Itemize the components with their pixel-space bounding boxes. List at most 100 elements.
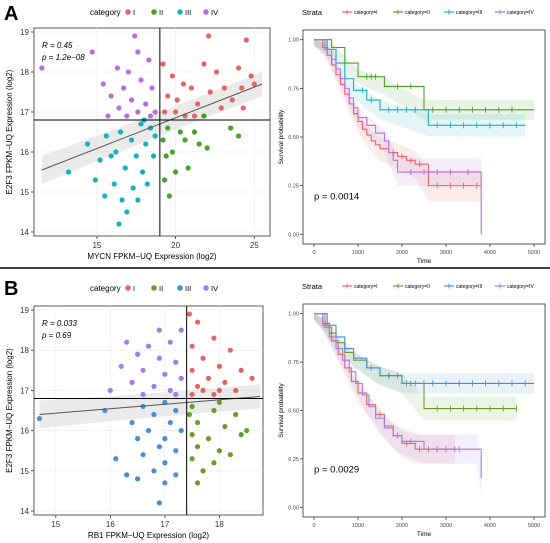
panel-label: B: [4, 278, 18, 300]
survival-y-axis-label: Survival probability: [278, 382, 285, 437]
survival-legend: Strata category=I category=II category=III c…: [302, 8, 534, 17]
scatter-point: [160, 137, 166, 143]
scatter-legend-marker: [125, 285, 131, 291]
scatter-point: [216, 387, 222, 394]
survival-x-tick-label: 4000: [484, 250, 496, 256]
scatter-legend-label: II: [159, 284, 163, 293]
scatter-point: [152, 109, 158, 115]
scatter-point: [151, 468, 157, 474]
scatter-point: [162, 460, 168, 466]
scatter-y-tick-label: 19: [20, 306, 29, 315]
scatter-y-tick-label: 15: [20, 467, 29, 476]
scatter-point: [227, 452, 233, 458]
scatter-point: [129, 379, 135, 385]
scatter-point: [135, 109, 141, 115]
panel-B: B 15 16 17 18 14 15 16 17 18 19 RB1 FPKM−UQ Express…: [4, 278, 546, 540]
scatter-point: [229, 97, 235, 103]
scatter-point: [36, 415, 43, 422]
scatter-point: [185, 165, 191, 171]
scatter-point: [163, 153, 169, 159]
survival-legend-label: category=III: [456, 10, 482, 16]
scatter-x-tick-label: 20: [171, 241, 180, 250]
scatter-point: [178, 327, 184, 333]
survival-curve-line: [314, 313, 482, 479]
scatter-legend-label: IV: [211, 8, 218, 17]
scatter-point: [111, 181, 117, 187]
scatter-point: [238, 367, 244, 373]
scatter-point: [100, 81, 106, 87]
scatter-y-tick-label: 14: [20, 228, 29, 237]
scatter-y-tick-label: 16: [20, 148, 29, 157]
survival-confidence-ribbon: [314, 39, 534, 121]
scatter-point: [130, 185, 136, 191]
scatter-point: [89, 49, 95, 55]
scatter-point: [151, 411, 157, 418]
scatter-point: [92, 177, 98, 183]
scatter-legend-title: category: [90, 8, 121, 17]
survival-legend-label: category=IV: [507, 10, 534, 16]
scatter-point: [167, 387, 173, 394]
scatter-point: [189, 403, 195, 410]
scatter-point: [134, 436, 141, 442]
survival-x-tick-label: 0: [312, 250, 315, 256]
scatter-legend-marker: [125, 9, 131, 15]
survival-x-tick-label: 3000: [440, 250, 452, 256]
scatter-point: [178, 375, 184, 381]
survival-x-tick-label: 5000: [528, 523, 540, 529]
scatter-point: [194, 444, 201, 450]
scatter-point: [165, 93, 171, 99]
scatter-point: [121, 85, 127, 91]
scatter-point: [162, 436, 168, 442]
survival-legend-label: category=II: [405, 284, 430, 290]
scatter-point: [143, 101, 149, 107]
scatter-point: [200, 468, 206, 474]
scatter-point: [211, 407, 217, 414]
scatter-point: [173, 109, 179, 115]
scatter-y-tick-label: 19: [20, 28, 29, 37]
survival-x-tick-label: 3000: [440, 523, 452, 529]
survival-confidence-ribbon: [314, 313, 534, 394]
survival-curve-line: [314, 39, 534, 111]
scatter-point: [194, 419, 201, 426]
scatter-point: [84, 141, 91, 147]
survival-y-tick-label: 0.75: [288, 86, 299, 92]
scatter-legend: category I II III IV: [90, 284, 218, 293]
scatter-point: [173, 391, 179, 398]
correlation-p: p = 1.2e−08: [41, 53, 85, 62]
scatter-y-tick-label: 17: [20, 386, 29, 395]
survival-x-tick-label: 1000: [352, 523, 364, 529]
survival-x-tick-label: 2000: [396, 250, 408, 256]
scatter-x-tick-label: 17: [160, 520, 169, 529]
scatter-legend-title: category: [90, 284, 121, 293]
scatter-legend-label: III: [185, 284, 191, 293]
scatter-point: [156, 444, 163, 450]
survival-x-tick-label: 5000: [528, 250, 540, 256]
logrank-pvalue: p = 0.0029: [314, 464, 359, 475]
survival-x-axis-label: Time: [417, 258, 432, 265]
scatter-point: [189, 432, 195, 438]
scatter-point: [248, 73, 254, 79]
scatter-point: [249, 375, 255, 381]
scatter-point: [222, 423, 228, 430]
scatter-legend-marker: [151, 285, 157, 291]
scatter-y-axis-label: E2F3 FPKM−UQ Expression (log2): [5, 348, 14, 473]
scatter-point: [119, 197, 125, 203]
regression-line: [39, 395, 261, 416]
scatter-legend-label: II: [159, 8, 163, 17]
scatter-point: [233, 387, 239, 394]
survival-y-tick-label: 0.00: [288, 505, 299, 511]
scatter-point: [251, 81, 257, 87]
scatter-legend-marker: [151, 9, 157, 15]
scatter-point: [156, 355, 163, 361]
survival-plot: 0 1000 2000 3000 4000 5000 0.00 0.25 0.50 0.75 1.0…: [278, 282, 546, 538]
survival-curve-line: [314, 39, 482, 235]
scatter-point: [195, 101, 201, 107]
scatter-point: [233, 411, 239, 418]
scatter-point: [151, 383, 157, 389]
scatter-y-tick-label: 18: [20, 346, 29, 355]
scatter-point: [150, 153, 157, 159]
correlation-p: p = 0.69: [41, 331, 72, 340]
scatter-point: [107, 387, 113, 394]
scatter-point: [227, 347, 233, 353]
scatter-point: [169, 149, 176, 155]
